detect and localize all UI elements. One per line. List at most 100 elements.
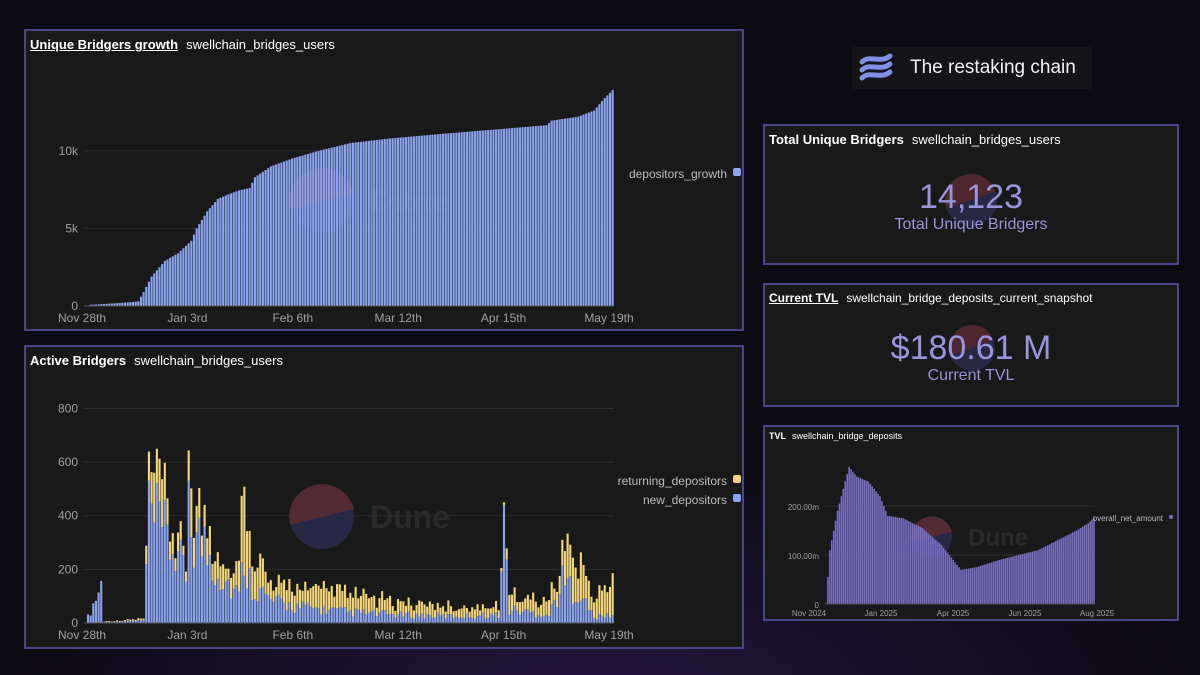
bar-returning_depositors: [349, 592, 352, 610]
bar-new_depositors: [577, 602, 580, 623]
bar-overall_net_amount: [1045, 546, 1047, 604]
bar-new_depositors: [158, 501, 161, 623]
bar-returning_depositors: [359, 595, 362, 613]
bar-new_depositors: [420, 613, 423, 623]
bar-new_depositors: [142, 619, 145, 623]
bar-depositors_growth: [529, 126, 532, 306]
bar-depositors_growth: [216, 198, 219, 306]
bar-new_depositors: [532, 611, 535, 623]
x-tick-label: May 19th: [584, 311, 633, 325]
bar-depositors_growth: [370, 140, 373, 306]
bar-returning_depositors: [476, 604, 479, 617]
growth-panel: Unique Bridgers growth swellchain_bridges…: [24, 29, 744, 331]
bar-depositors_growth: [502, 128, 506, 306]
bar-new_depositors: [391, 614, 394, 623]
bar-new_depositors: [444, 618, 447, 623]
y-tick-label: 800: [58, 401, 78, 415]
bar-depositors_growth: [306, 153, 309, 306]
bar-depositors_growth: [558, 119, 561, 306]
bar-new_depositors: [182, 555, 185, 623]
x-tick-label: May 19th: [584, 628, 633, 642]
bar-overall_net_amount: [879, 496, 881, 604]
bar-returning_depositors: [381, 591, 384, 611]
legend-label: returning_depositors: [618, 474, 727, 488]
bar-depositors_growth: [235, 191, 238, 306]
tvl-title[interactable]: TVL: [769, 431, 786, 441]
bar-returning_depositors: [118, 621, 121, 623]
y-tick-label: 400: [58, 509, 78, 523]
bar-returning_depositors: [211, 563, 214, 581]
bar-new_depositors: [563, 585, 567, 623]
bar-returning_depositors: [320, 588, 323, 615]
bar-new_depositors: [139, 620, 143, 623]
bar-returning_depositors: [492, 607, 495, 615]
bar-new_depositors: [155, 483, 158, 623]
bar-overall_net_amount: [863, 479, 866, 604]
bar-new_depositors: [399, 611, 402, 623]
bar-depositors_growth: [357, 142, 360, 306]
x-tick-label: Mar 12th: [375, 311, 422, 325]
bar-depositors_growth: [566, 118, 569, 306]
bar-returning_depositors: [582, 564, 585, 599]
bar-depositors_growth: [293, 157, 296, 306]
bar-returning_depositors: [484, 608, 487, 619]
bar-returning_depositors: [126, 619, 129, 621]
bar-depositors_growth: [92, 304, 95, 306]
bar-depositors_growth: [412, 136, 415, 306]
bar-new_depositors: [574, 602, 577, 623]
dune-watermark-text: Dune: [370, 499, 450, 535]
total-query-name: swellchain_bridges_users: [911, 132, 1061, 147]
dune-watermark-icon: [945, 174, 997, 226]
bar-returning_depositors: [426, 606, 429, 615]
bar-new_depositors: [534, 617, 537, 623]
growth-title[interactable]: Unique Bridgers growth: [30, 37, 179, 52]
bar-depositors_growth: [574, 117, 577, 307]
bar-overall_net_amount: [917, 526, 920, 604]
bar-returning_depositors: [383, 599, 386, 611]
bar-depositors_growth: [585, 113, 588, 306]
bar-new_depositors: [606, 613, 609, 623]
bar-returning_depositors: [208, 525, 211, 556]
bar-new_depositors: [195, 532, 198, 623]
bar-new_depositors: [336, 608, 339, 623]
bar-new_depositors: [269, 598, 272, 623]
bar-new_depositors: [357, 609, 360, 623]
bar-new_depositors: [381, 610, 384, 623]
bar-new_depositors: [219, 590, 222, 623]
bar-depositors_growth: [561, 119, 564, 306]
current-tvl-title[interactable]: Current TVL: [769, 291, 839, 305]
bar-new_depositors: [320, 614, 323, 623]
bar-depositors_growth: [359, 141, 362, 306]
brand-banner: The restaking chain: [852, 47, 1092, 89]
x-tick-label: Aug 2025: [1080, 609, 1115, 618]
bar-new_depositors: [497, 618, 500, 623]
bar-overall_net_amount: [1027, 552, 1030, 604]
bar-depositors_growth: [593, 110, 596, 306]
bar-returning_depositors: [603, 585, 606, 618]
bar-depositors_growth: [518, 127, 521, 306]
bar-new_depositors: [365, 614, 368, 623]
bar-returning_depositors: [219, 566, 222, 591]
bar-overall_net_amount: [933, 538, 935, 604]
bar-returning_depositors: [179, 521, 182, 540]
bar-returning_depositors: [190, 488, 193, 538]
x-tick-label: Mar 12th: [375, 628, 422, 642]
bar-returning_depositors: [108, 620, 111, 622]
bar-new_depositors: [113, 621, 116, 623]
bar-new_depositors: [370, 611, 373, 623]
tvl-chart: 0 100.00m 200.00m Dune Nov 2024 Jan 2025 Apr 2…: [788, 466, 1173, 618]
bar-depositors_growth: [237, 190, 241, 306]
bar-depositors_growth: [569, 117, 572, 306]
bar-new_depositors: [598, 614, 601, 623]
bar-depositors_growth: [367, 140, 370, 306]
bar-depositors_growth: [383, 139, 386, 306]
bar-new_depositors: [434, 617, 437, 623]
bar-returning_depositors: [200, 535, 203, 557]
total-title[interactable]: Total Unique Bridgers: [769, 132, 904, 147]
bar-returning_depositors: [521, 601, 524, 612]
current-tvl-query-name: swellchain_bridge_deposits_current_snaps…: [846, 291, 1093, 305]
active-chart: 0 200 400 600 800 Dune Nov 28th Jan 3rd Feb 6th M…: [58, 401, 741, 642]
bar-overall_net_amount: [1018, 555, 1020, 604]
active-title[interactable]: Active Bridgers: [30, 353, 127, 368]
bar-depositors_growth: [428, 134, 431, 306]
